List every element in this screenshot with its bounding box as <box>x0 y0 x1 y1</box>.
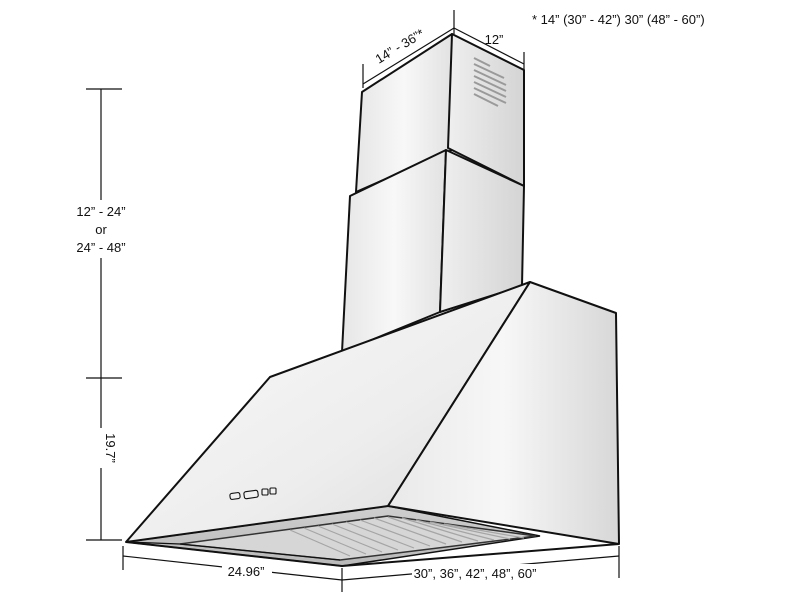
timer-button-icon <box>269 487 277 495</box>
chimney-depth-label: 12” <box>485 32 504 47</box>
hood-canopy <box>125 281 620 567</box>
chimney-depth-dimension-line <box>453 27 525 76</box>
chimney-lower <box>341 149 525 353</box>
chimney-upper <box>355 33 525 193</box>
hood-width-label: 30”, 36”, 42”, 48”, 60” <box>414 566 537 581</box>
chimney-height-label-2: or <box>95 222 107 237</box>
hood-depth-label: 24.96” <box>228 564 265 579</box>
footnote-text: * 14” (30” - 42”) 30” (48” - 60”) <box>532 12 705 27</box>
control-panel <box>229 487 277 500</box>
vent-slots-icon <box>473 57 507 107</box>
power-button-icon <box>243 489 259 500</box>
chimney-width-dimension-line <box>362 10 455 88</box>
light-button-icon <box>261 488 269 496</box>
height-dimension-line <box>86 88 122 541</box>
fan-button-icon <box>229 492 241 500</box>
chimney-height-label-3: 24” - 48” <box>76 240 125 255</box>
filter-slats <box>289 516 525 557</box>
hood-height-label: 19.7” <box>103 433 118 463</box>
chimney-height-label-1: 12” - 24” <box>76 204 125 219</box>
